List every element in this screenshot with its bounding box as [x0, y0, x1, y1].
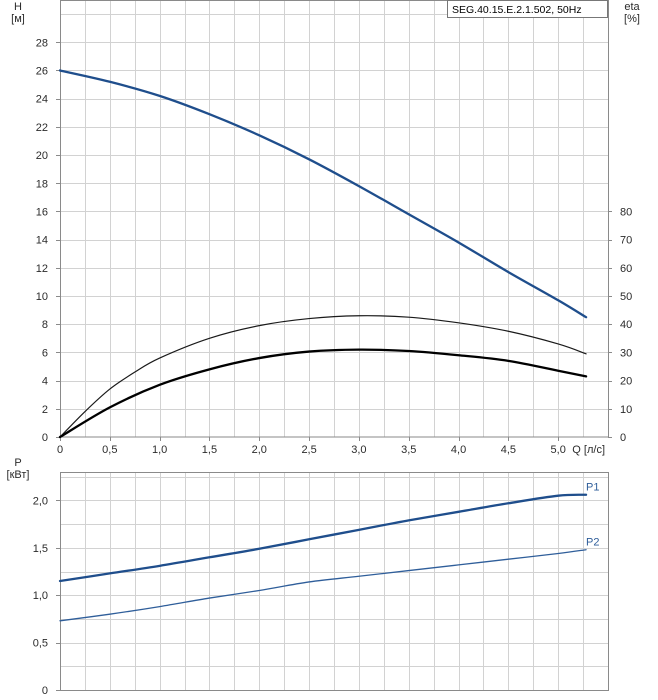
x-tick-label: 5,0 [551, 444, 566, 456]
power-tick-label: 1,0 [33, 590, 48, 602]
y-tick-label: 6 [42, 347, 48, 359]
eta-tick-label: 40 [620, 319, 632, 331]
power-tick-label: 2,0 [33, 495, 48, 507]
y-tick-label: 22 [36, 122, 48, 134]
efficiency-curve-upper [59, 315, 587, 438]
y-tick-label: 14 [36, 235, 48, 247]
x-tick-label: 4,5 [501, 444, 516, 456]
power-axis-unit: [кВт] [7, 469, 30, 481]
y-tick-label: 16 [36, 206, 48, 218]
eta-axis-title: eta [624, 1, 640, 13]
x-axis-label: Q [л/с] [572, 444, 605, 456]
y-tick-label: 24 [36, 94, 48, 106]
eta-tick-label: 20 [620, 376, 632, 388]
y-tick-label: 26 [36, 65, 48, 77]
head-axis-unit: [м] [11, 13, 25, 25]
head-curve [58, 69, 588, 319]
top-gridlines [60, 0, 608, 437]
x-tick-label: 3,5 [401, 444, 416, 456]
top-plot-frame [60, 0, 609, 438]
x-tick-label: 1,5 [202, 444, 217, 456]
y-tick-label: 20 [36, 150, 48, 162]
y-tick-label: 4 [42, 376, 48, 388]
y-tick-label: 2 [42, 404, 48, 416]
power-axis-title: P [14, 457, 21, 469]
x-tick-label: 3,0 [351, 444, 366, 456]
y-tick-label: 8 [42, 319, 48, 331]
x-tick-label: 1,0 [152, 444, 167, 456]
eta-tick-label: 30 [620, 347, 632, 359]
eta-tick-label: 0 [620, 432, 626, 444]
power-tick-label: 0,5 [33, 638, 48, 650]
y-tick-label: 18 [36, 178, 48, 190]
eta-tick-label: 10 [620, 404, 632, 416]
eta-tick-label: 60 [620, 263, 632, 275]
bottom-gridlines [60, 472, 608, 690]
power-tick-label: 0 [42, 685, 48, 697]
y-tick-label: 12 [36, 263, 48, 275]
x-tick-label: 2,0 [252, 444, 267, 456]
eta-tick-label: 80 [620, 206, 632, 218]
p1-curve [58, 493, 588, 583]
legend-box [447, 0, 608, 18]
eta-axis-unit: [%] [624, 13, 640, 25]
head-axis-title: H [14, 1, 22, 13]
legend-label: SEG.40.15.E.2.1.502, 50Hz [452, 4, 582, 16]
y-tick-label: 0 [42, 432, 48, 444]
eta-tick-label: 70 [620, 235, 632, 247]
p2-label: P2 [586, 537, 599, 549]
y-tick-label: 10 [36, 291, 48, 303]
p2-curve [59, 549, 587, 622]
p1-label: P1 [586, 482, 599, 494]
x-tick-label: 0 [57, 444, 63, 456]
efficiency-curve-lower [58, 348, 588, 439]
x-tick-label: 0,5 [102, 444, 117, 456]
y-tick-label: 28 [36, 37, 48, 49]
power-tick-label: 1,5 [33, 543, 48, 555]
eta-tick-label: 50 [620, 291, 632, 303]
x-tick-label: 2,5 [301, 444, 316, 456]
x-tick-label: 4,0 [451, 444, 466, 456]
